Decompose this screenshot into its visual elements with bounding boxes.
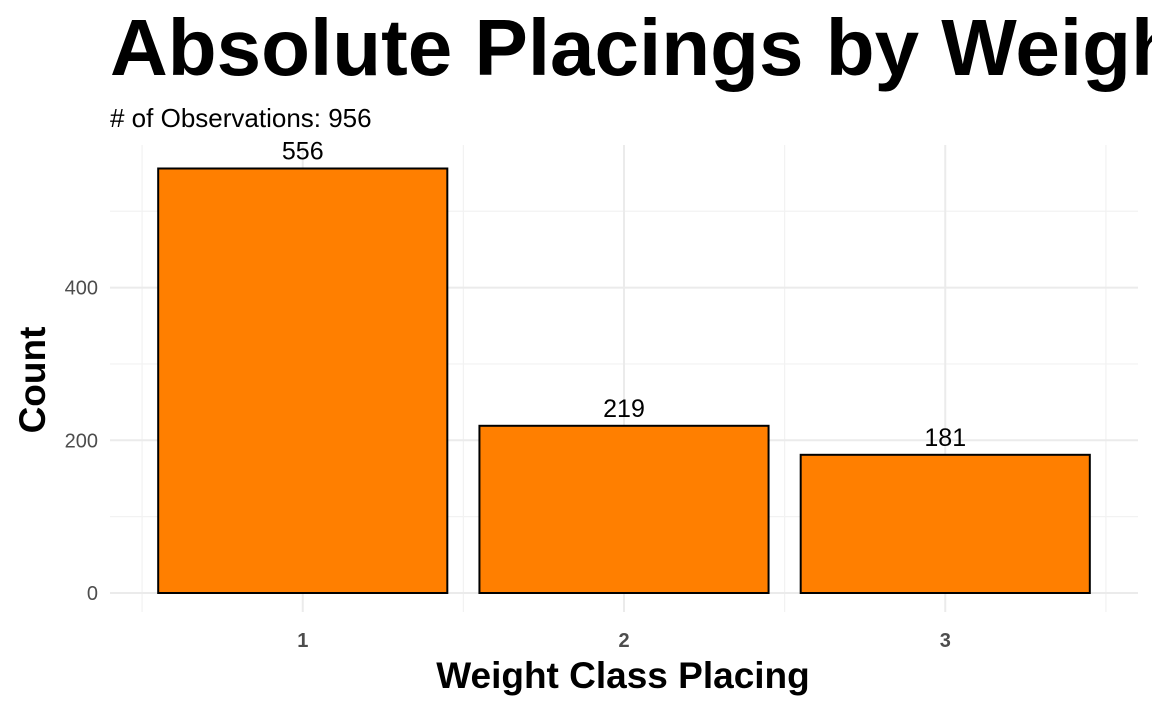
data-label-3: 181	[924, 424, 966, 452]
y-tick-label: 0	[87, 583, 98, 605]
x-tick-label: 3	[940, 630, 951, 652]
x-axis-title: Weight Class Placing	[436, 655, 810, 696]
y-tick-label: 400	[65, 278, 98, 300]
data-label-2: 219	[603, 395, 645, 423]
y-axis-ticks: 0 200 400	[65, 278, 98, 605]
data-labels: 556 219 181	[282, 137, 966, 451]
bar-1	[157, 167, 449, 595]
y-axis-title: Count	[12, 327, 53, 434]
bar-2	[478, 424, 770, 594]
chart-title: Absolute Placings by Weight Class	[110, 3, 1152, 92]
bars	[157, 167, 1091, 595]
bar-3	[799, 453, 1091, 594]
x-tick-label: 2	[618, 630, 629, 652]
chart-subtitle: # of Observations: 956	[110, 103, 372, 133]
x-axis-ticks: 1 2 3	[297, 630, 951, 652]
y-tick-label: 200	[65, 430, 98, 452]
x-tick-label: 1	[297, 630, 308, 652]
data-label-1: 556	[282, 137, 324, 165]
